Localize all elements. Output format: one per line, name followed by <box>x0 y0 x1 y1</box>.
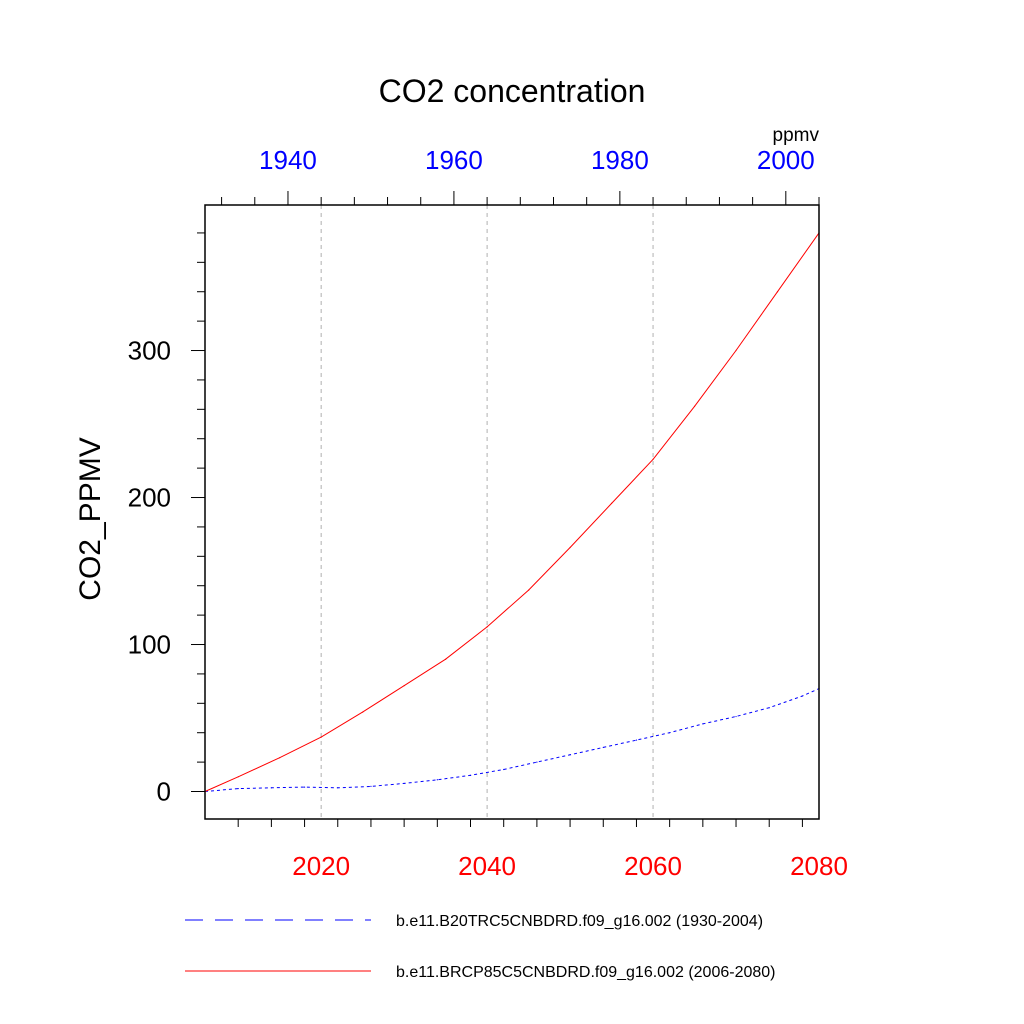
series-1-point <box>669 732 671 734</box>
series-1-point <box>768 707 770 709</box>
gridlines <box>320 205 654 819</box>
series-2-point <box>362 711 364 713</box>
series-1-point <box>337 787 339 789</box>
series-1-point <box>270 787 272 789</box>
x-tick-label: 2060 <box>624 851 682 881</box>
series-2-point <box>237 776 239 778</box>
series-1-point <box>569 754 571 756</box>
series-line-1 <box>204 688 820 792</box>
top-axis-units: ppmv <box>773 125 820 146</box>
y-tick-label: 0 <box>157 777 171 807</box>
series-2-point <box>486 626 488 628</box>
series-2-point <box>445 658 447 660</box>
series-1-point <box>237 787 239 790</box>
series-1-point <box>303 786 306 788</box>
series-2-point <box>279 757 281 759</box>
top-tick-label: 1940 <box>259 145 317 175</box>
series-1-point <box>370 785 372 787</box>
series-2-point <box>776 291 779 293</box>
x-tick-label: 2040 <box>458 851 516 881</box>
y-tick-label: 300 <box>128 336 171 366</box>
y-tick-label: 100 <box>128 630 171 660</box>
series-1-point <box>702 723 704 725</box>
y-tick-label: 200 <box>128 483 171 513</box>
series-2-point <box>652 458 654 460</box>
series-1-point <box>735 715 737 718</box>
series-2-point <box>403 685 405 687</box>
series-1-point <box>635 739 638 741</box>
series-2-point <box>569 546 571 549</box>
y-axis-label: CO2_PPMV <box>74 437 107 600</box>
series-1-point <box>469 774 472 776</box>
chart-title: CO2 concentration <box>379 73 646 109</box>
series-1-point <box>403 782 405 785</box>
x-tick-label: 2080 <box>790 851 848 881</box>
top-tick-label: 1980 <box>591 145 649 175</box>
axis-ticks <box>191 191 820 827</box>
series-1-point <box>536 761 538 763</box>
top-tick-label: 1960 <box>425 145 483 175</box>
series-2-point <box>610 502 613 505</box>
series-line-2 <box>204 232 820 792</box>
x-tick-label: 2020 <box>292 851 350 881</box>
legend: b.e11.B20TRC5CNBDRD.f09_g16.002 (1930-20… <box>185 913 775 981</box>
series-2-point <box>320 736 322 738</box>
series-1-point <box>503 768 505 771</box>
series-2-point <box>693 405 696 407</box>
series-1-point <box>436 779 438 781</box>
legend-label-series-2: b.e11.BRCP85C5CNBDRD.f09_g16.002 (2006-2… <box>396 964 775 981</box>
legend-label-series-1: b.e11.B20TRC5CNBDRD.f09_g16.002 (1930-20… <box>396 913 763 930</box>
series-1-point <box>602 746 604 749</box>
series-2-point <box>527 589 530 591</box>
series-lines <box>204 232 820 793</box>
series-1-point <box>801 695 804 697</box>
plot-frame <box>204 204 820 820</box>
tick-labels: 2020 2040 2060 2080 1940 1960 1980 2000 0 100 200 3… <box>128 145 848 881</box>
series-2-point <box>735 349 737 352</box>
top-tick-label: 2000 <box>757 145 815 175</box>
